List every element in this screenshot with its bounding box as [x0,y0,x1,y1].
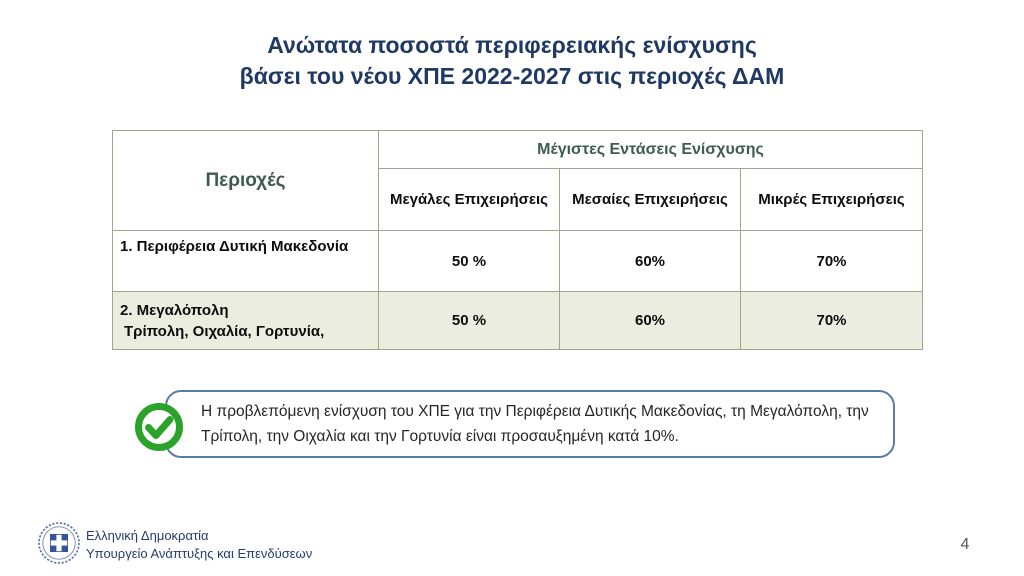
table-row-label: 1. Περιφέρεια Δυτική Μακεδονία [112,230,379,292]
table-col-header-small: Μικρές Επιχειρήσεις [740,168,923,231]
slide-title: Ανώτατα ποσοστά περιφερειακής ενίσχυσης … [0,30,1024,92]
table-row-label-line1: 2. Μεγαλόπολη [120,301,229,319]
slide-title-line2: βάσει του νέου ΧΠΕ 2022-2027 στις περιοχ… [239,63,785,89]
check-circle-icon [135,403,183,451]
callout-text: Η προβλεπόμενη ενίσχυση του ΧΠΕ για την … [201,403,869,445]
table-cell-value: 50 % [378,230,560,292]
footer-org-line2: Υπουργείο Ανάπτυξης και Επενδύσεων [86,546,313,561]
table-col-header-medium: Μεσαίες Επιχειρήσεις [559,168,741,231]
hellenic-republic-emblem-icon [38,522,80,564]
table-cell-value: 50 % [378,291,560,350]
table-row: 2. Μεγαλόπολη Τρίπολη, Οιχαλία, Γορτυνία… [112,291,923,350]
table-cell-value: 60% [559,230,741,292]
table-cell-value: 70% [740,230,923,292]
table-col-header-large: Μεγάλες Επιχειρήσεις [378,168,560,231]
callout-box: Η προβλεπόμενη ενίσχυση του ΧΠΕ για την … [165,390,895,458]
table-cell-value: 70% [740,291,923,350]
table-cell-value: 60% [559,291,741,350]
slide-title-line1: Ανώτατα ποσοστά περιφερειακής ενίσχυσης [267,32,757,58]
footer-organization: Ελληνική Δημοκρατία Υπουργείο Ανάπτυξης … [86,527,312,563]
table-group-header: Μέγιστες Εντάσεις Ενίσχυσης [378,130,923,169]
table-row: 1. Περιφέρεια Δυτική Μακεδονία 50 % 60% … [112,230,923,292]
footer-org-line1: Ελληνική Δημοκρατία [86,528,209,543]
table-row-label-line2: Τρίπολη, Οιχαλία, Γορτυνία, [124,322,325,340]
regional-aid-table: Περιοχές Μέγιστες Εντάσεις Ενίσχυσης Μεγ… [112,130,923,350]
table-corner-header: Περιοχές [112,130,379,231]
table-row-label: 2. Μεγαλόπολη Τρίπολη, Οιχαλία, Γορτυνία… [112,291,379,350]
page-number: 4 [960,536,970,553]
